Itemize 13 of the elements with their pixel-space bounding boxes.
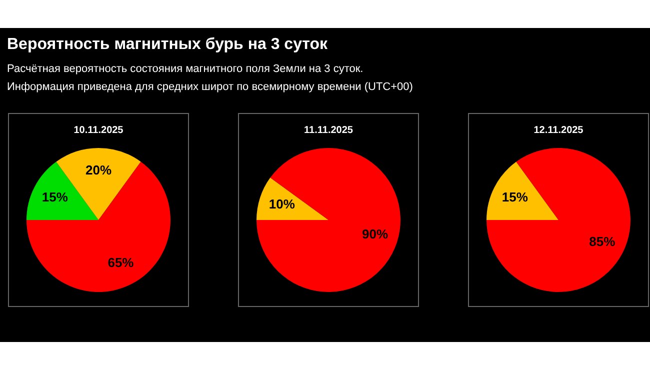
- data-label: 20%: [85, 162, 112, 178]
- data-label: 10%: [268, 196, 296, 212]
- chart-title: 12.11.2025: [534, 124, 584, 136]
- text: Вероятность магнитных бурь на 3 суток: [7, 36, 329, 54]
- text: Расчётная вероятность состояния магнитного поля Земли на 3 суток.: [7, 62, 364, 76]
- data-label: 15%: [502, 189, 528, 204]
- data-label: 90%: [362, 226, 389, 242]
- text: Информация приведена для средних широт по всемирному времени (UTC+00): [7, 80, 413, 94]
- data-label: 85%: [589, 234, 616, 249]
- chart-title: 10.11.2025: [74, 124, 124, 136]
- data-label: 65%: [108, 255, 134, 270]
- chart-title: 11.11.2025: [304, 124, 354, 136]
- data-label: 15%: [42, 189, 68, 204]
